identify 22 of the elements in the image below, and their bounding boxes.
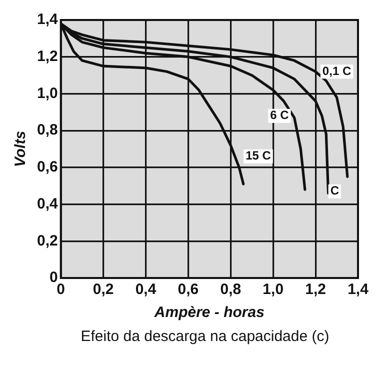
- x-axis-title: Ampère - horas: [153, 304, 264, 322]
- x-tick-label: 1,4: [348, 281, 370, 298]
- y-tick-label: 0: [50, 269, 58, 286]
- y-tick-label: 0,8: [36, 122, 58, 139]
- x-tick-label: 0,8: [220, 281, 242, 298]
- annotation: C: [330, 184, 340, 198]
- y-tick-label: 0,6: [36, 158, 58, 176]
- x-tick-label: 1,2: [305, 281, 326, 298]
- x-tick-label: 1,0: [262, 281, 284, 298]
- annotation: 6 C: [270, 108, 290, 122]
- x-tick-label: 0,6: [178, 281, 199, 298]
- y-tick-label: 0,4: [36, 195, 58, 212]
- y-tick-label: 1,2: [36, 48, 58, 65]
- annotation: 0,1 C: [322, 64, 352, 78]
- annotation: 15 C: [246, 148, 272, 163]
- y-axis-title: Volts: [12, 130, 30, 168]
- y-tick-label: 0,2: [36, 232, 58, 250]
- y-tick-label: 1,4: [36, 11, 58, 28]
- x-tick-label: 0,4: [135, 281, 157, 298]
- x-tick-label: 0,2: [92, 281, 114, 298]
- y-tick-label: 1,0: [36, 84, 58, 102]
- text: Efeito da descarga na capacidade (c): [80, 328, 330, 345]
